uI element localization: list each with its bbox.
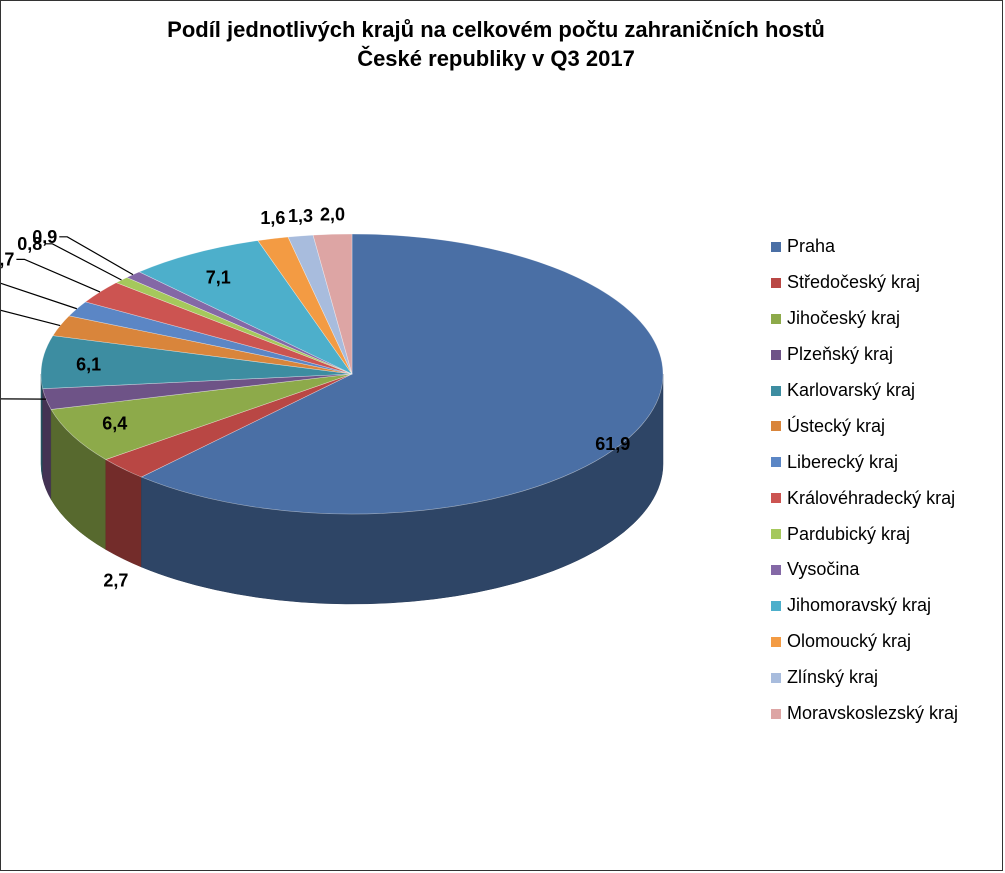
pie-slice-moravskoslezsky-kraj [312, 233, 353, 375]
pie-slice-jihomoravsky-kraj [138, 240, 353, 375]
chart-title: Podíl jednotlivých krajů na celkovém poč… [41, 15, 951, 73]
legend-swatch [771, 636, 781, 647]
legend-label: Olomoucký kraj [787, 631, 912, 652]
chart-title-line-2: České republiky v Q3 2017 [357, 46, 635, 71]
data-label-praha: 61,9 [595, 434, 630, 454]
legend-item-jihomoravsky-kraj: Jihomoravský kraj [771, 588, 958, 624]
pie-slice-karlovarsky-kraj [40, 335, 353, 390]
legend-label: Jihomoravský kraj [787, 595, 932, 616]
legend-label: Královéhradecký kraj [787, 487, 956, 508]
legend-item-karlovarsky-kraj: Karlovarský kraj [771, 373, 958, 409]
legend-item-pardubicky-kraj: Pardubický kraj [771, 516, 958, 552]
legend-item-plzensky-kraj: Plzeňský kraj [771, 337, 958, 373]
legend-label: Pardubický kraj [787, 523, 911, 544]
legend-label: Středočeský kraj [787, 272, 921, 293]
legend-label: Praha [787, 236, 836, 257]
legend-item-ustecky-kraj: Ústecký kraj [771, 408, 958, 444]
data-label-kralovehradecky-kraj: 2,7 [1, 249, 14, 269]
legend-item-liberecky-kraj: Liberecký kraj [771, 444, 958, 480]
data-label-pardubicky-kraj: 0,8 [17, 234, 42, 254]
legend-swatch [771, 672, 781, 683]
data-label-karlovarsky-kraj: 6,1 [76, 354, 101, 374]
legend-swatch [771, 349, 781, 360]
leader-line-vysocina [59, 236, 134, 276]
legend-item-moravskoslezsky-kraj: Moravskoslezský kraj [771, 696, 958, 732]
leader-lines [1, 236, 134, 400]
data-label-olomoucky-kraj: 1,6 [260, 208, 285, 228]
data-labels: 61,92,76,42,46,12,41,82,70,80,97,11,61,3… [1, 204, 630, 590]
pie-sides [40, 373, 664, 605]
leader-line-pardubicky-kraj [44, 243, 122, 281]
legend-item-olomoucky-kraj: Olomoucký kraj [771, 624, 958, 660]
legend-item-praha: Praha [771, 229, 958, 265]
legend-item-stredocesky-kraj: Středočeský kraj [771, 265, 958, 301]
legend-swatch [771, 313, 781, 324]
legend-item-vysocina: Vysočina [771, 552, 958, 588]
leader-line-liberecky-kraj [1, 282, 78, 310]
pie-slices [40, 233, 664, 515]
legend-swatch [771, 564, 781, 575]
legend-swatch [771, 241, 781, 252]
legend-label: Jihočeský kraj [787, 308, 901, 329]
data-label-moravskoslezsky-kraj: 2,0 [320, 204, 345, 224]
pie-side-karlovarsky-kraj [40, 373, 43, 479]
data-label-zlinsky-kraj: 1,3 [288, 206, 313, 226]
legend-item-zlinsky-kraj: Zlínský kraj [771, 660, 958, 696]
data-label-stredocesky-kraj: 2,7 [103, 571, 128, 591]
legend-label: Plzeňský kraj [787, 344, 894, 365]
legend-swatch [771, 421, 781, 432]
chart-title-line-1: Podíl jednotlivých krajů na celkovém poč… [167, 17, 825, 42]
legend-label: Ústecký kraj [787, 415, 886, 436]
legend-swatch [771, 708, 781, 719]
legend-item-kralovehradecky-kraj: Královéhradecký kraj [771, 480, 958, 516]
legend-swatch [771, 385, 781, 396]
legend-swatch [771, 493, 781, 504]
leader-line-ustecky-kraj [1, 309, 61, 327]
legend-swatch [771, 529, 781, 540]
legend-swatch [771, 600, 781, 611]
legend-label: Vysočina [787, 559, 860, 580]
legend-label: Zlínský kraj [787, 667, 879, 688]
legend-label: Liberecký kraj [787, 451, 899, 472]
data-label-jihocesky-kraj: 6,4 [102, 413, 127, 433]
legend: Praha Středočeský kraj Jihočeský kraj Plzeň… [771, 229, 958, 731]
pie-slice-praha [140, 233, 664, 515]
legend-item-jihocesky-kraj: Jihočeský kraj [771, 301, 958, 337]
pie-slice-jihocesky-kraj [50, 373, 353, 460]
legend-label: Karlovarský kraj [787, 380, 916, 400]
legend-label: Moravskoslezský kraj [787, 703, 959, 724]
data-label-vysocina: 0,9 [32, 227, 57, 247]
data-label-jihomoravsky-kraj: 7,1 [206, 267, 231, 287]
leader-line-kralovehradecky-kraj [16, 258, 101, 293]
legend-swatch [771, 457, 781, 468]
legend-swatch [771, 277, 781, 288]
pie-side-stredocesky-kraj [105, 459, 142, 568]
